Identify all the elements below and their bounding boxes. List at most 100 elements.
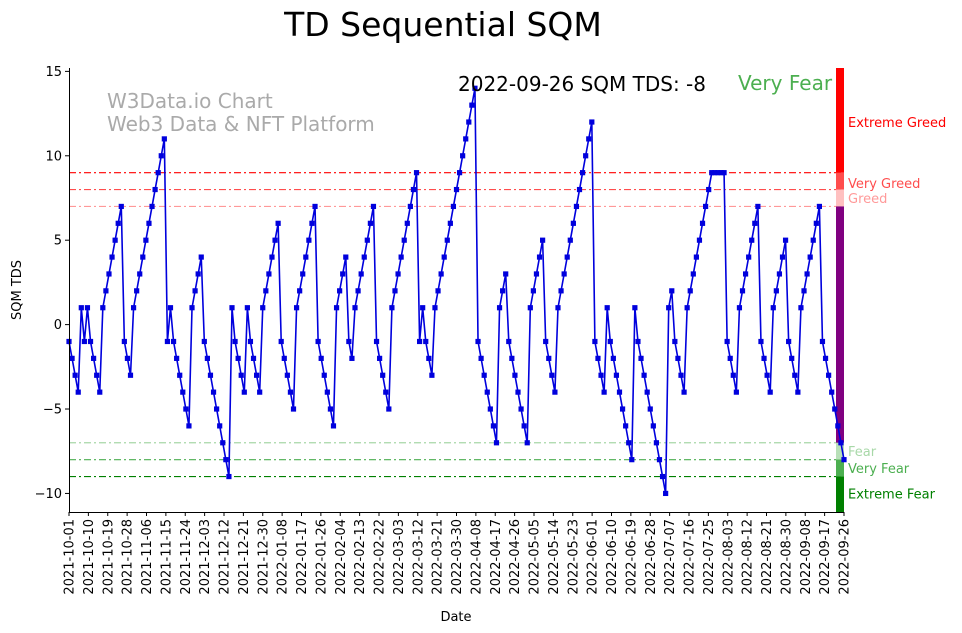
data-point — [601, 389, 607, 395]
data-point — [410, 186, 417, 193]
data-point — [263, 288, 269, 294]
x-ticks: 2021-10-01 2021-10-10 2021-10-19 2021-10-28… — [63, 512, 853, 595]
data-point — [795, 389, 801, 395]
data-point — [315, 338, 321, 345]
x-tick-label: 2021-12-30 — [256, 519, 271, 595]
zone-bar — [836, 68, 844, 512]
data-point — [715, 170, 721, 176]
data-point — [752, 220, 758, 226]
data-point — [663, 490, 669, 497]
data-point — [72, 372, 78, 378]
data-point — [813, 220, 819, 226]
data-point — [653, 440, 660, 446]
data-point — [586, 136, 592, 142]
x-tick-label: 2022-02-04 — [334, 519, 349, 595]
data-point — [500, 288, 506, 294]
data-point — [730, 372, 736, 378]
data-point — [309, 220, 315, 226]
data-point — [460, 153, 466, 159]
data-point — [186, 423, 192, 429]
x-tick-label: 2021-10-19 — [101, 519, 116, 595]
data-point — [543, 338, 549, 345]
x-tick-label: 2022-09-26 — [838, 519, 853, 595]
data-point — [782, 237, 789, 243]
data-point — [386, 406, 392, 412]
data-point — [87, 338, 94, 345]
data-point — [792, 372, 798, 378]
x-tick-label: 2022-03-12 — [411, 519, 426, 595]
data-point — [201, 338, 207, 345]
data-point — [137, 271, 143, 277]
data-point — [770, 305, 776, 311]
data-point — [235, 355, 241, 361]
data-point — [333, 305, 340, 311]
data-point — [576, 186, 583, 193]
data-point — [407, 203, 413, 210]
data-point — [810, 237, 816, 243]
data-point — [416, 338, 423, 345]
data-point — [767, 389, 773, 395]
data-point — [426, 355, 432, 361]
data-point — [822, 355, 829, 361]
x-tick-label: 2022-04-08 — [469, 519, 484, 595]
data-point — [69, 355, 75, 361]
data-point — [370, 203, 377, 210]
data-point — [481, 372, 487, 378]
data-point — [650, 423, 656, 429]
data-point — [475, 338, 481, 345]
data-point — [106, 271, 112, 277]
data-point — [659, 473, 666, 480]
data-point — [666, 305, 672, 311]
data-point — [238, 372, 244, 378]
data-point — [540, 237, 546, 243]
data-point — [549, 372, 555, 378]
data-point — [647, 406, 653, 412]
x-tick-label: 2022-01-26 — [314, 519, 329, 595]
data-point — [675, 355, 681, 361]
data-point — [207, 372, 214, 378]
data-point — [699, 220, 706, 226]
data-point — [226, 473, 232, 480]
data-point — [607, 338, 613, 345]
data-point — [804, 271, 810, 277]
data-point — [364, 237, 370, 243]
data-point — [632, 305, 638, 311]
data-point — [192, 288, 198, 294]
data-point — [693, 254, 699, 260]
data-point — [241, 389, 247, 395]
zone-bar-segment — [836, 442, 844, 460]
data-point — [204, 355, 210, 361]
data-point — [324, 389, 330, 395]
data-point — [478, 355, 484, 361]
data-point — [429, 372, 435, 378]
data-point — [687, 288, 693, 294]
data-point — [456, 170, 463, 176]
data-point — [503, 271, 509, 277]
data-point — [112, 237, 118, 243]
y-tick-label: −10 — [35, 487, 62, 502]
zone-bar-segment — [836, 459, 844, 477]
data-point — [472, 85, 478, 91]
data-point — [561, 271, 567, 277]
data-point — [343, 254, 349, 260]
data-point — [380, 372, 386, 378]
data-point — [284, 372, 290, 378]
watermark-line-2: Web3 Data & NFT Platform — [107, 112, 375, 136]
data-point — [303, 254, 309, 260]
data-point — [558, 288, 564, 294]
data-point — [613, 372, 620, 378]
data-point — [392, 288, 398, 294]
watermark: W3Data.io Chart Web3 Data & NFT Platform — [107, 89, 375, 136]
data-point — [786, 338, 792, 345]
data-point — [413, 170, 420, 176]
data-point — [244, 305, 250, 311]
data-point — [656, 457, 663, 463]
data-point — [616, 389, 623, 395]
data-point — [115, 220, 121, 226]
zone-bar-segment — [836, 476, 844, 512]
data-point — [521, 423, 527, 429]
data-point — [552, 389, 558, 395]
data-point — [749, 237, 755, 243]
data-point — [733, 389, 739, 395]
data-point — [134, 288, 140, 294]
